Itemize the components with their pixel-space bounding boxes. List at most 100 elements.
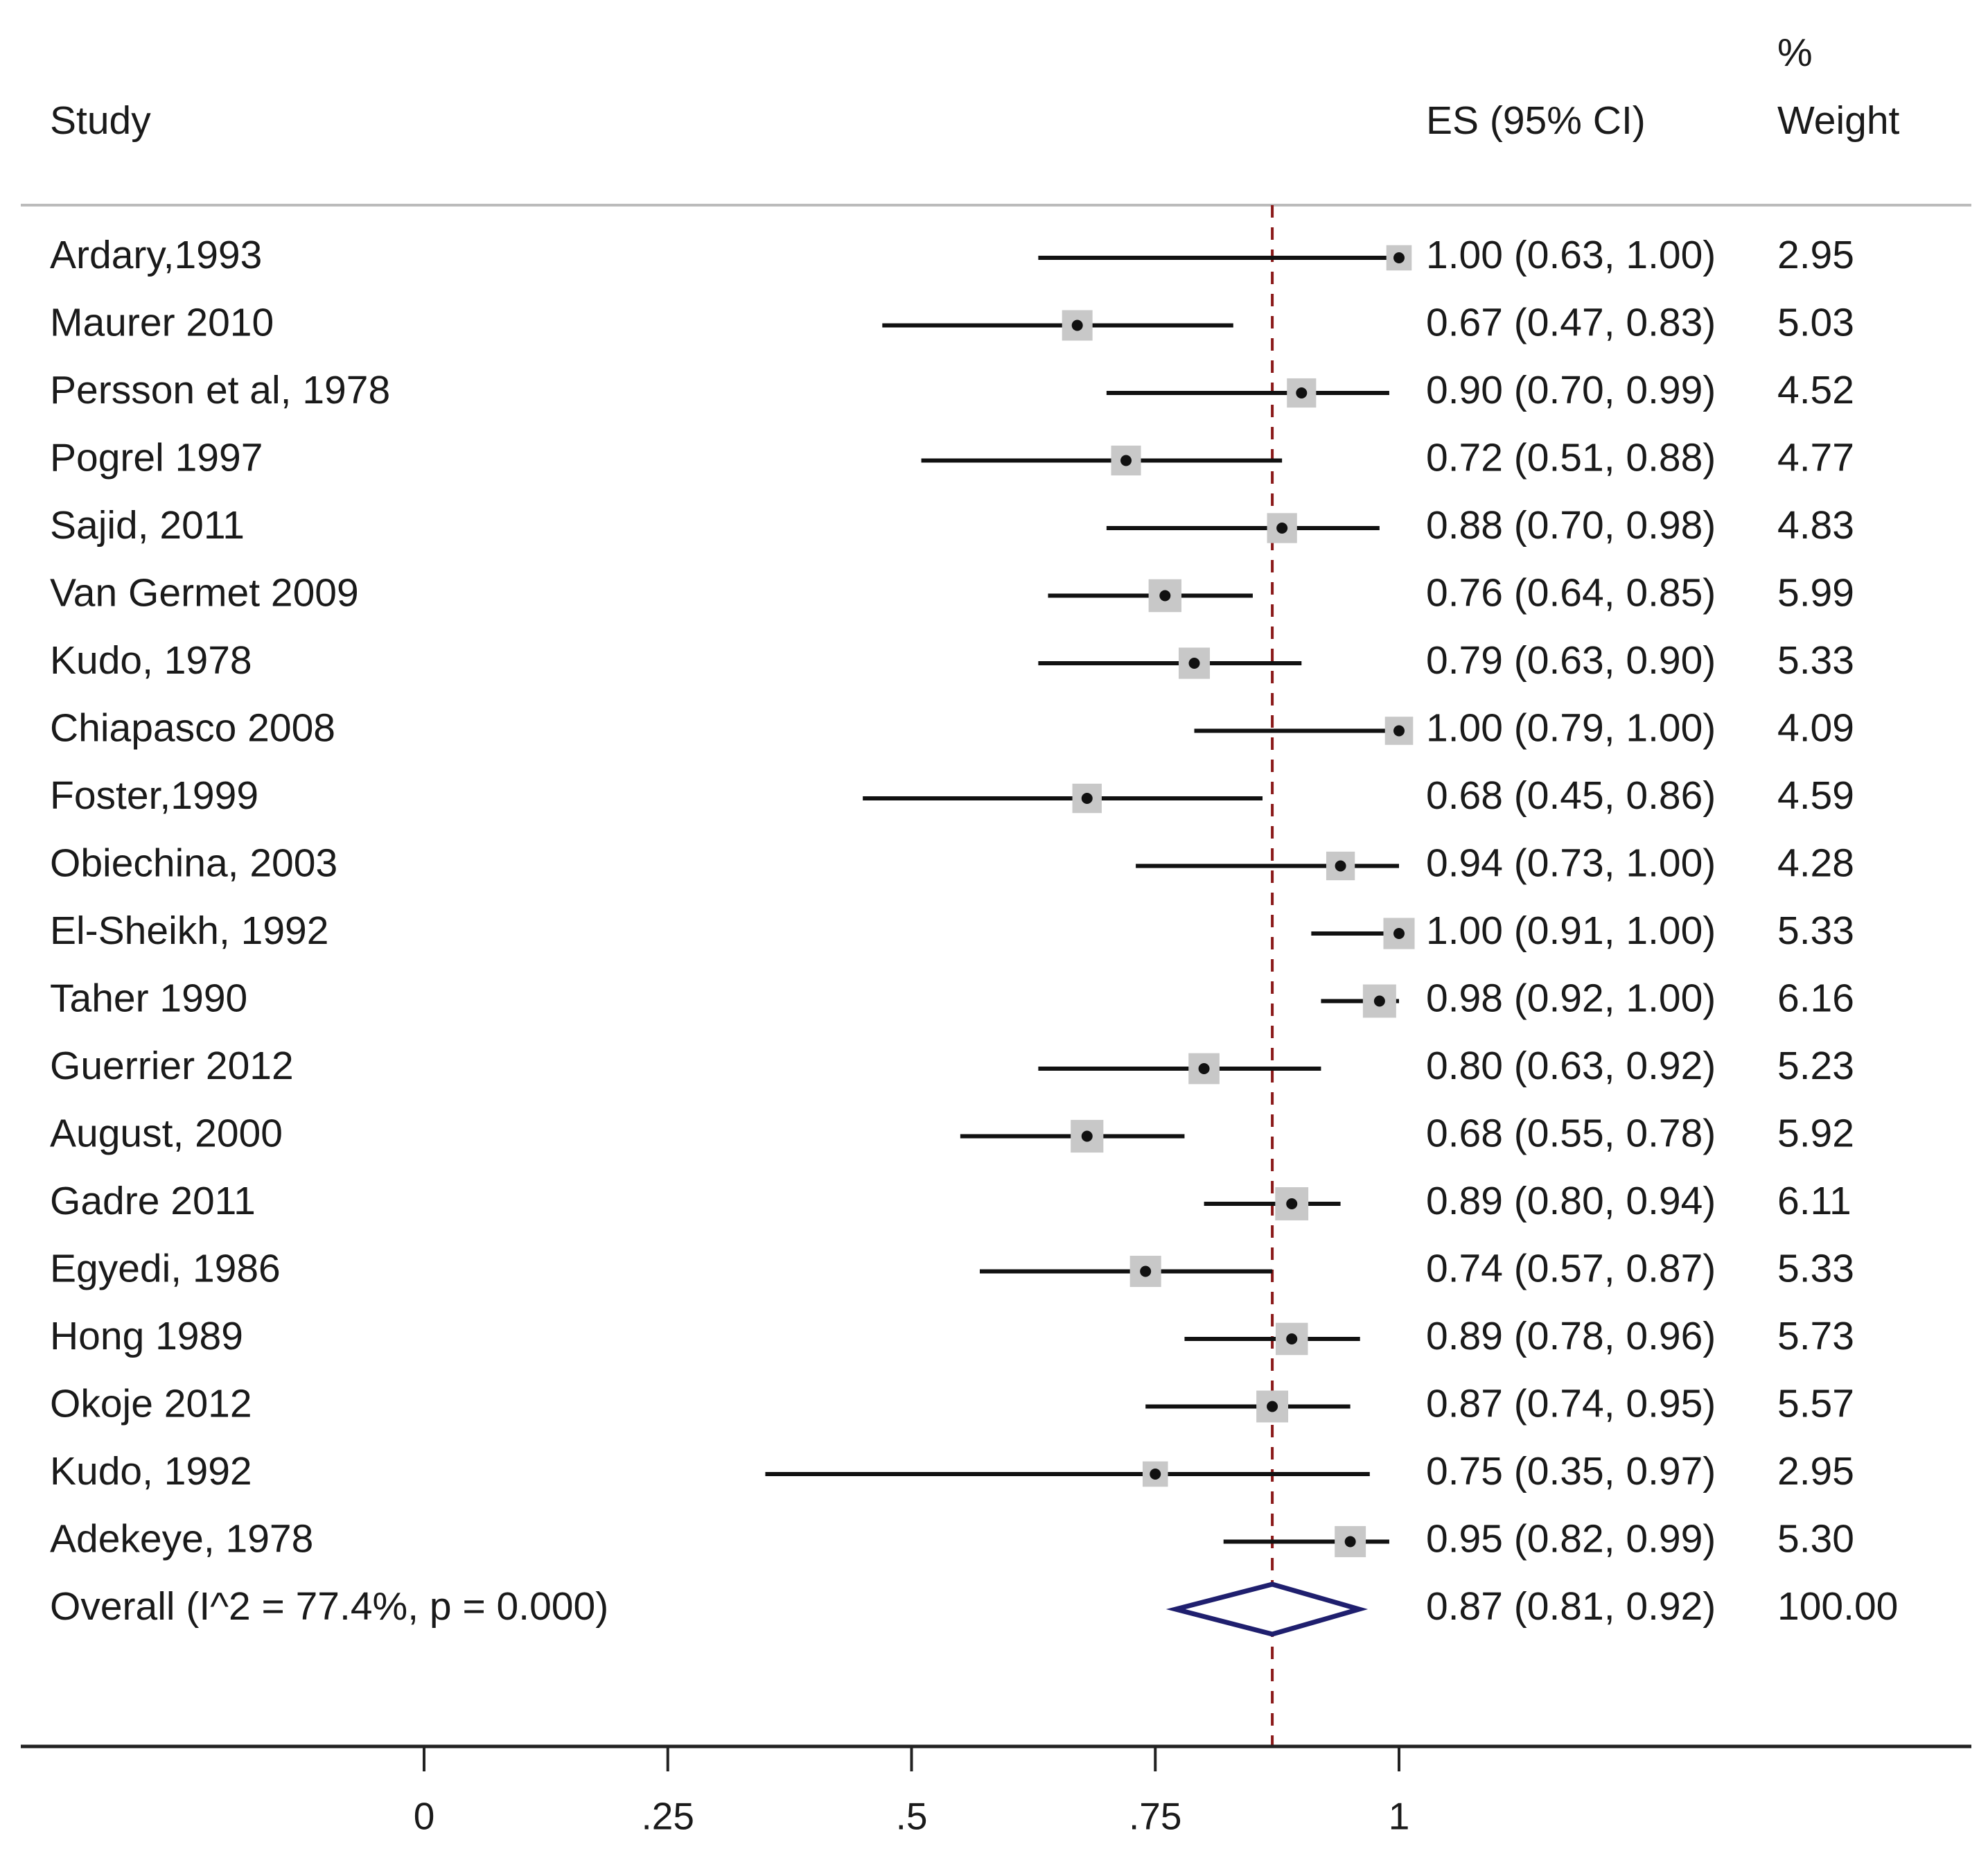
study-row — [882, 310, 1233, 341]
study-row — [960, 1119, 1185, 1153]
weight-value: 5.23 — [1777, 1044, 1854, 1088]
point-estimate — [1393, 252, 1405, 263]
study-row — [1311, 918, 1415, 949]
point-estimate — [1393, 725, 1405, 737]
study-row — [1038, 1053, 1321, 1085]
study-row — [1321, 984, 1399, 1018]
overall-diamond — [1165, 1581, 1369, 1637]
overall-label: Overall (I^2 = 77.4%, p = 0.000) — [50, 1584, 608, 1629]
study-label: Chiapasco 2008 — [50, 706, 335, 751]
study-row — [1048, 579, 1253, 613]
point-estimate — [1120, 455, 1132, 466]
weight-value: 4.59 — [1777, 773, 1854, 818]
study-row — [1194, 717, 1414, 745]
weight-value: 4.77 — [1777, 436, 1854, 480]
es-ci-value: 0.87 (0.74, 0.95) — [1426, 1382, 1716, 1426]
study-label: Ardary,1993 — [50, 233, 262, 277]
study-row — [979, 1255, 1273, 1288]
weight-value: 4.52 — [1777, 368, 1854, 412]
header-weight: Weight — [1777, 98, 1900, 143]
weight-value: 5.33 — [1777, 909, 1854, 953]
es-ci-value: 0.98 (0.92, 1.00) — [1426, 976, 1716, 1021]
x-tick-label: .75 — [1129, 1795, 1181, 1838]
es-ci-value: 0.76 (0.64, 0.85) — [1426, 571, 1716, 615]
study-label: Persson et al, 1978 — [50, 368, 390, 412]
es-ci-value: 1.00 (0.91, 1.00) — [1426, 909, 1716, 953]
study-row — [1106, 513, 1380, 543]
study-label: Obiechina, 2003 — [50, 841, 337, 886]
weight-value: 5.99 — [1777, 571, 1854, 615]
study-label: Egyedi, 1986 — [50, 1247, 281, 1291]
study-label: Van Germet 2009 — [50, 571, 359, 615]
es-ci-value: 0.95 (0.82, 0.99) — [1426, 1517, 1716, 1561]
study-row — [1223, 1526, 1389, 1557]
study-row — [765, 1461, 1370, 1487]
point-estimate — [1373, 995, 1385, 1007]
study-label: Taher 1990 — [50, 976, 247, 1021]
study-label: El-Sheikh, 1992 — [50, 909, 328, 953]
point-estimate — [1276, 523, 1288, 534]
x-tick-label: .25 — [642, 1795, 694, 1838]
point-estimate — [1140, 1265, 1152, 1277]
header-study: Study — [50, 98, 151, 143]
weight-value: 5.03 — [1777, 301, 1854, 345]
study-label: August, 2000 — [50, 1112, 283, 1156]
study-label: Foster,1999 — [50, 773, 258, 818]
es-ci-value: 0.68 (0.55, 0.78) — [1426, 1112, 1716, 1156]
point-estimate — [1159, 590, 1171, 602]
es-ci-value: 1.00 (0.63, 1.00) — [1426, 233, 1716, 277]
x-tick-label: 1 — [1389, 1795, 1410, 1838]
point-estimate — [1198, 1063, 1210, 1074]
study-row — [1204, 1187, 1341, 1220]
study-row — [863, 783, 1263, 814]
es-ci-value: 0.72 (0.51, 0.88) — [1426, 436, 1716, 480]
weight-value: 5.30 — [1777, 1517, 1854, 1561]
point-estimate — [1393, 928, 1405, 939]
weight-value: 4.09 — [1777, 706, 1854, 751]
x-tick-label: .5 — [896, 1795, 928, 1838]
weight-value: 5.57 — [1777, 1382, 1854, 1426]
study-row — [1038, 245, 1412, 271]
weight-value: 5.33 — [1777, 638, 1854, 683]
study-label: Guerrier 2012 — [50, 1044, 294, 1088]
header-es: ES (95% CI) — [1426, 98, 1646, 143]
study-label: Maurer 2010 — [50, 301, 274, 345]
study-label: Kudo, 1978 — [50, 638, 252, 683]
study-label: Hong 1989 — [50, 1314, 243, 1358]
study-label: Pogrel 1997 — [50, 436, 263, 480]
overall-weight-value: 100.00 — [1777, 1584, 1898, 1629]
weight-value: 2.95 — [1777, 233, 1854, 277]
weight-value: 4.28 — [1777, 841, 1854, 886]
study-row — [1136, 851, 1399, 881]
study-label: Sajid, 2011 — [50, 503, 245, 547]
es-ci-value: 1.00 (0.79, 1.00) — [1426, 706, 1716, 751]
weight-value: 5.73 — [1777, 1314, 1854, 1358]
point-estimate — [1344, 1536, 1356, 1548]
es-ci-value: 0.67 (0.47, 0.83) — [1426, 301, 1716, 345]
weight-value: 5.33 — [1777, 1247, 1854, 1291]
point-estimate — [1296, 387, 1308, 398]
study-row — [1184, 1322, 1360, 1356]
es-ci-value: 0.94 (0.73, 1.00) — [1426, 841, 1716, 886]
es-ci-value: 0.74 (0.57, 0.87) — [1426, 1247, 1716, 1291]
header-weight-percent: % — [1777, 30, 1813, 75]
study-label: Gadre 2011 — [50, 1179, 256, 1223]
study-label: Adekeye, 1978 — [50, 1517, 313, 1561]
weight-value: 4.83 — [1777, 503, 1854, 547]
es-ci-value: 0.80 (0.63, 0.92) — [1426, 1044, 1716, 1088]
point-estimate — [1335, 860, 1346, 872]
study-row — [1145, 1390, 1351, 1423]
point-estimate — [1150, 1469, 1161, 1480]
es-ci-value: 0.68 (0.45, 0.86) — [1426, 773, 1716, 818]
study-label: Okoje 2012 — [50, 1382, 252, 1426]
study-row — [1106, 378, 1389, 408]
point-estimate — [1267, 1401, 1278, 1412]
weight-value: 6.16 — [1777, 976, 1854, 1021]
x-tick-label: 0 — [414, 1795, 435, 1838]
study-label: Kudo, 1992 — [50, 1449, 252, 1493]
point-estimate — [1286, 1198, 1298, 1209]
es-ci-value: 0.75 (0.35, 0.97) — [1426, 1449, 1716, 1493]
weight-value: 6.11 — [1777, 1179, 1851, 1223]
es-ci-value: 0.89 (0.78, 0.96) — [1426, 1314, 1716, 1358]
